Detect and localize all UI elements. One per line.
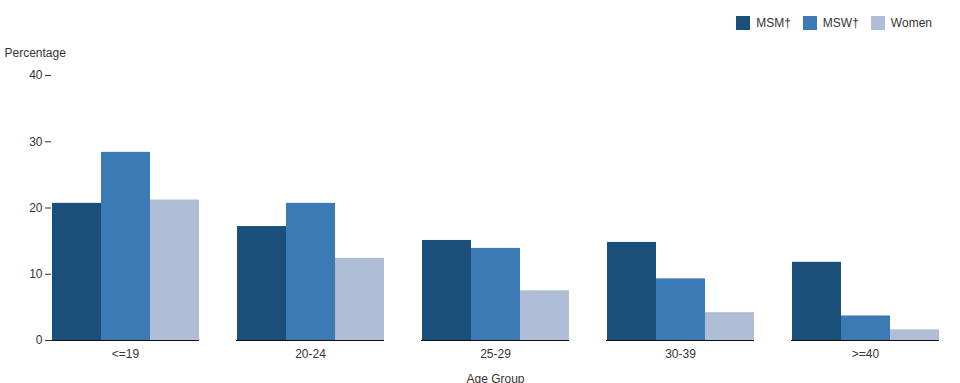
svg-text:40: 40: [29, 68, 43, 82]
svg-text:25-29: 25-29: [480, 347, 511, 361]
svg-text:20-24: 20-24: [295, 347, 326, 361]
svg-text:30-39: 30-39: [665, 347, 696, 361]
svg-text:20: 20: [29, 201, 43, 215]
svg-text:10: 10: [29, 267, 43, 281]
svg-text:Percentage: Percentage: [5, 46, 67, 60]
svg-text:>=40: >=40: [852, 347, 880, 361]
svg-text:<=19: <=19: [112, 347, 140, 361]
html-text:Women: Women: [890, 15, 932, 30]
html-text:MSM†: MSM†: [756, 15, 791, 30]
svg-text:0: 0: [36, 333, 43, 347]
svg-text:30: 30: [29, 135, 43, 149]
html-text:MSW†: MSW†: [822, 15, 859, 30]
svg-text:Age Group: Age Group: [466, 372, 524, 383]
